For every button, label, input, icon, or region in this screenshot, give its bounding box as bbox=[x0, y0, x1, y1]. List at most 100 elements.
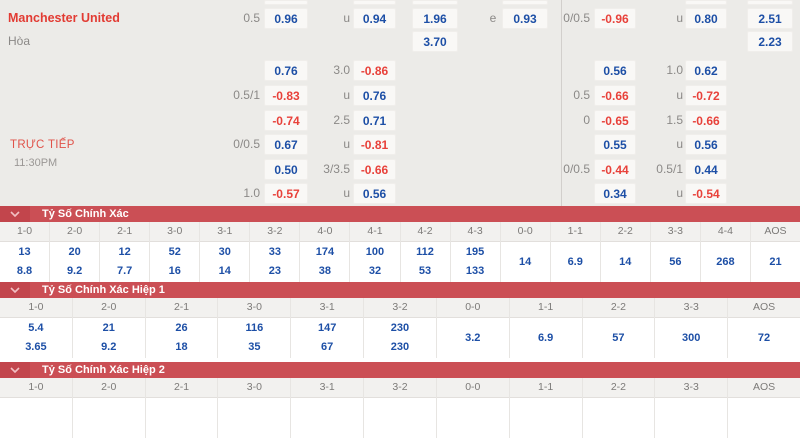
score-header: 4-3 bbox=[450, 222, 500, 242]
odds-box[interactable]: 0.56 bbox=[685, 134, 727, 155]
section-header-bar[interactable]: Tỷ Số Chính Xác bbox=[0, 206, 800, 222]
odds-box[interactable]: 1.96 bbox=[412, 8, 458, 29]
score-odds-cell bbox=[728, 398, 800, 438]
odds-value[interactable]: 147 bbox=[317, 322, 337, 334]
odds-value[interactable]: 52 bbox=[168, 246, 181, 258]
chevron-down-icon[interactable] bbox=[0, 282, 30, 298]
odds-label: u bbox=[343, 186, 350, 200]
score-column: 2-1 12 7.7 bbox=[100, 222, 151, 282]
odds-box[interactable]: -0.81 bbox=[353, 134, 396, 155]
odds-value[interactable]: 30 bbox=[218, 246, 231, 258]
odds-box[interactable]: -0.57 bbox=[264, 183, 308, 204]
odds-value[interactable]: 112 bbox=[416, 246, 434, 258]
odds-box[interactable]: 0.56 bbox=[353, 183, 396, 204]
odds-value[interactable]: 14 bbox=[218, 265, 231, 277]
odds-value[interactable]: 33 bbox=[268, 246, 281, 258]
home-team-name: Manchester United bbox=[8, 11, 120, 25]
odds-value[interactable]: 116 bbox=[245, 322, 264, 334]
odds-box[interactable]: 0.56 bbox=[594, 60, 636, 81]
odds-label: u bbox=[676, 11, 683, 25]
odds-box[interactable]: -0.83 bbox=[264, 85, 308, 106]
odds-value[interactable]: 14 bbox=[519, 255, 532, 268]
odds-value[interactable]: 21 bbox=[769, 255, 782, 268]
odds-value[interactable]: 56 bbox=[669, 255, 682, 268]
score-header: 1-1 bbox=[509, 378, 582, 398]
odds-value[interactable]: 26 bbox=[175, 322, 188, 334]
odds-value[interactable]: 133 bbox=[465, 265, 485, 277]
odds-value[interactable]: 21 bbox=[102, 322, 115, 334]
odds-box[interactable]: 0.76 bbox=[353, 85, 396, 106]
odds-box[interactable]: 3.70 bbox=[412, 31, 458, 52]
odds-value[interactable]: 195 bbox=[465, 246, 485, 258]
odds-value[interactable]: 53 bbox=[418, 265, 432, 277]
section-header-bar[interactable]: Tỷ Số Chính Xác Hiệp 1 bbox=[0, 282, 800, 298]
odds-value[interactable]: 6.9 bbox=[537, 331, 554, 344]
odds-box[interactable]: -0.54 bbox=[685, 183, 727, 204]
odds-box[interactable]: -0.72 bbox=[685, 85, 727, 106]
odds-value[interactable]: 5.4 bbox=[28, 322, 44, 334]
odds-box[interactable]: 0.62 bbox=[685, 60, 727, 81]
odds-box[interactable]: 0.93 bbox=[502, 8, 548, 29]
odds-value[interactable]: 38 bbox=[318, 265, 332, 277]
odds-value[interactable]: 12 bbox=[118, 246, 131, 258]
odds-box[interactable]: -0.86 bbox=[353, 60, 396, 81]
odds-value[interactable]: 14 bbox=[619, 255, 632, 268]
score-header: 3-3 bbox=[655, 298, 728, 318]
odds-box[interactable]: 0.44 bbox=[685, 159, 727, 180]
odds-value[interactable]: 9.2 bbox=[66, 265, 83, 277]
odds-value[interactable]: 3.2 bbox=[465, 331, 481, 344]
odds-box[interactable]: -0.74 bbox=[264, 110, 308, 131]
score-column: 4-1 100 32 bbox=[350, 222, 401, 282]
odds-box[interactable]: -0.66 bbox=[685, 110, 727, 131]
score-column: 2-0 bbox=[72, 378, 146, 438]
odds-box[interactable]: 0.67 bbox=[264, 134, 308, 155]
odds-value[interactable]: 3.65 bbox=[25, 341, 47, 353]
odds-value[interactable]: 230 bbox=[390, 341, 410, 353]
odds-box[interactable]: 0.71 bbox=[353, 110, 396, 131]
odds-box[interactable]: 0.76 bbox=[264, 60, 308, 81]
odds-box[interactable]: -0.66 bbox=[353, 159, 396, 180]
score-odds-cell: 5.4 3.65 bbox=[0, 318, 72, 358]
odds-value[interactable]: 300 bbox=[682, 331, 701, 344]
section-header-bar[interactable]: Tỷ Số Chính Xác Hiệp 2 bbox=[0, 362, 800, 378]
odds-box[interactable]: -0.96 bbox=[594, 8, 636, 29]
odds-box-partial bbox=[353, 0, 396, 5]
odds-value[interactable]: 35 bbox=[248, 341, 261, 353]
odds-value[interactable]: 100 bbox=[365, 246, 385, 258]
odds-box[interactable]: 2.51 bbox=[747, 8, 793, 29]
odds-value[interactable]: 230 bbox=[390, 322, 410, 334]
odds-value[interactable]: 7.7 bbox=[117, 265, 133, 277]
odds-value[interactable]: 13 bbox=[18, 246, 31, 258]
score-header: 1-1 bbox=[509, 298, 582, 318]
odds-value[interactable]: 23 bbox=[268, 265, 281, 277]
score-header: 2-1 bbox=[145, 298, 218, 318]
odds-value[interactable]: 6.9 bbox=[567, 255, 583, 268]
score-odds-cell: 13 8.8 bbox=[0, 242, 50, 282]
odds-value[interactable]: 9.2 bbox=[101, 341, 117, 353]
odds-box[interactable]: 0.96 bbox=[264, 8, 308, 29]
odds-value[interactable]: 16 bbox=[168, 265, 181, 277]
score-odds-cell: 6.9 bbox=[550, 242, 600, 282]
odds-box[interactable]: 0.50 bbox=[264, 159, 308, 180]
odds-box[interactable]: 0.34 bbox=[594, 183, 636, 204]
odds-value[interactable]: 32 bbox=[368, 265, 382, 277]
odds-box[interactable]: 0.94 bbox=[353, 8, 396, 29]
odds-value[interactable]: 174 bbox=[315, 246, 335, 258]
odds-value[interactable]: 18 bbox=[175, 341, 188, 353]
odds-box[interactable]: -0.65 bbox=[594, 110, 636, 131]
score-header: AOS bbox=[728, 298, 800, 318]
odds-value[interactable]: 72 bbox=[757, 331, 771, 344]
odds-box[interactable]: -0.66 bbox=[594, 85, 636, 106]
odds-value[interactable]: 8.8 bbox=[16, 265, 33, 277]
odds-value[interactable]: 67 bbox=[321, 341, 334, 353]
odds-value[interactable]: 57 bbox=[612, 331, 625, 344]
score-odds-cell: 116 35 bbox=[218, 318, 291, 358]
chevron-down-icon[interactable] bbox=[0, 206, 30, 222]
odds-box[interactable]: 2.23 bbox=[747, 31, 793, 52]
odds-box[interactable]: 0.55 bbox=[594, 134, 636, 155]
chevron-down-icon[interactable] bbox=[0, 362, 30, 378]
odds-value[interactable]: 20 bbox=[68, 246, 81, 258]
odds-box[interactable]: -0.44 bbox=[594, 159, 636, 180]
odds-value[interactable]: 268 bbox=[716, 255, 735, 268]
odds-box[interactable]: 0.80 bbox=[685, 8, 727, 29]
